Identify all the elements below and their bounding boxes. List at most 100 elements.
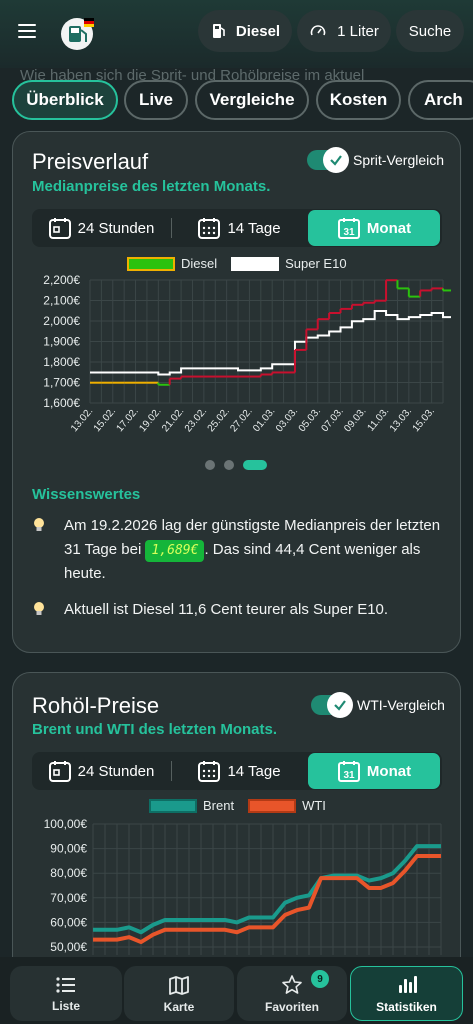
segment-month-label: Monat	[366, 219, 412, 237]
tab-archiv[interactable]: Arch	[408, 80, 473, 120]
segment-divider	[171, 761, 172, 781]
chart-pager-dots[interactable]	[205, 460, 276, 470]
svg-text:31: 31	[343, 770, 355, 781]
segment-month-label: Monat	[366, 762, 412, 780]
x-tick-label: 19.02.	[137, 406, 163, 434]
x-tick-label: 21.02.	[160, 406, 186, 434]
nav-liste[interactable]: Liste	[10, 966, 122, 1021]
wti-compare-label: WTI-Vergleich	[357, 697, 445, 713]
x-tick-label: 09.03.	[342, 406, 368, 434]
nav-karte-label: Karte	[163, 999, 195, 1014]
y-tick-label: 1,900€	[43, 335, 80, 349]
legend-label-e10: Super E10	[285, 256, 347, 271]
x-tick-label: 13.03.	[388, 406, 414, 434]
top-bar: Diesel 1 Liter Suche	[0, 0, 473, 68]
lightbulb-icon	[34, 518, 44, 531]
x-tick-label: 17.02.	[115, 406, 141, 434]
x-tick-label: 13.02.	[69, 406, 95, 434]
oil-chart-legend: Brent WTI	[149, 798, 326, 813]
fuel-compare-toggle[interactable]: Sprit-Vergleich	[307, 147, 445, 173]
legend-swatch-wti	[248, 798, 297, 813]
tab-ueberblick[interactable]: Überblick	[12, 80, 118, 120]
fuel-pump-icon	[212, 24, 225, 38]
segment-14d-label: 14 Tage	[227, 219, 281, 237]
calendar-grid-icon	[198, 761, 221, 782]
price-card-title: Preisverlauf	[32, 149, 149, 174]
oil-price-chart: 50,00€ 60,00€ 70,00€ 80,00€ 90,00€ 100,00€	[44, 817, 442, 955]
y-tick-label: 2,200€	[43, 273, 80, 287]
amount-selector-button[interactable]: 1 Liter	[297, 10, 391, 52]
price-history-chart: 1,600€ 1,700€ 1,800€ 1,900€ 2,000€ 2,100€ 2,20…	[43, 273, 451, 434]
pager-dot-active[interactable]	[243, 460, 267, 470]
y-tick-label: 2,000€	[43, 314, 80, 328]
favorites-count-badge: 9	[311, 970, 329, 988]
fact1-text-b: . Das sind 44,4 Cent weniger als heute.	[64, 541, 421, 582]
series-line-wti	[93, 853, 441, 945]
fact-cheapest-price: Am 19.2.2026 lag der günstigste Medianpr…	[32, 514, 442, 586]
segment-month[interactable]: 31 Monat	[308, 753, 440, 789]
x-tick-label: 11.03.	[366, 406, 392, 434]
star-icon	[282, 974, 302, 994]
calendar-month-icon: 31	[337, 761, 360, 782]
price-card-subtitle: Medianpreise des letzten Monats.	[32, 178, 271, 195]
x-tick-label: 05.03.	[297, 406, 323, 434]
legend-label-wti: WTI	[302, 798, 326, 813]
fuel-selector-button[interactable]: Diesel	[198, 10, 292, 52]
check-icon	[334, 700, 346, 711]
oil-card-title: Rohöl-Preise	[32, 693, 160, 718]
calendar-month-icon: 31	[337, 218, 360, 239]
segment-14d-label: 14 Tage	[227, 762, 281, 780]
legend-swatch-diesel	[127, 256, 175, 271]
y-tick-label: 1,800€	[43, 355, 80, 369]
tab-vergleiche[interactable]: Vergleiche	[195, 80, 309, 120]
app-logo	[61, 18, 94, 50]
check-icon	[330, 155, 342, 166]
legend-label-brent: Brent	[203, 798, 235, 813]
lightbulb-icon	[34, 602, 44, 615]
y-tick-label: 90,00€	[50, 842, 87, 856]
tab-kosten[interactable]: Kosten	[316, 80, 401, 120]
y-tick-label: 60,00€	[50, 915, 87, 929]
nav-favoriten[interactable]: Favoriten 9	[237, 966, 347, 1021]
toggle-track	[311, 692, 353, 718]
nav-liste-label: Liste	[51, 998, 80, 1013]
search-button[interactable]: Suche	[396, 10, 464, 52]
bottom-navigation: Liste Karte Favoriten 9 Statistiken	[0, 957, 473, 1024]
pager-dot[interactable]	[205, 460, 215, 470]
amount-label: 1 Liter	[337, 22, 379, 40]
fuel-label: Diesel	[235, 22, 281, 40]
search-label: Suche	[408, 22, 452, 40]
segment-month[interactable]: 31 Monat	[308, 210, 440, 246]
segment-24h-label: 24 Stunden	[77, 219, 155, 237]
x-tick-label: 23.02.	[183, 406, 209, 434]
price-chart-legend: Diesel Super E10	[127, 256, 347, 271]
y-tick-label: 80,00€	[50, 866, 87, 880]
tab-live[interactable]: Live	[124, 80, 188, 120]
fact1-text-a: Am 19.2.2026 lag der günstigste Medianpr…	[64, 517, 441, 558]
toggle-track	[307, 147, 349, 173]
x-tick-label: 27.02.	[228, 406, 254, 434]
nav-statistiken[interactable]: Statistiken	[350, 966, 463, 1021]
segment-24h[interactable]: 24 Stunden	[32, 209, 170, 247]
map-icon	[169, 975, 189, 995]
nav-karte[interactable]: Karte	[124, 966, 234, 1021]
menu-icon[interactable]	[18, 20, 44, 44]
y-tick-label: 70,00€	[50, 891, 87, 905]
x-tick-label: 01.03.	[251, 406, 277, 434]
segment-14d[interactable]: 14 Tage	[172, 752, 306, 790]
fuel-compare-label: Sprit-Vergleich	[353, 152, 445, 168]
oil-range-segments: 24 Stunden 14 Tage 31 Monat	[32, 752, 442, 790]
legend-label-diesel: Diesel	[181, 256, 218, 271]
gauge-icon	[310, 25, 326, 36]
wti-compare-toggle[interactable]: WTI-Vergleich	[311, 692, 445, 718]
oil-price-card: Rohöl-Preise Brent und WTI des letzten M…	[12, 672, 461, 1002]
segment-24h[interactable]: 24 Stunden	[32, 752, 170, 790]
knowledge-title: Wissenswertes	[32, 486, 141, 503]
segment-24h-label: 24 Stunden	[77, 762, 155, 780]
pager-dot[interactable]	[224, 460, 234, 470]
segment-14d[interactable]: 14 Tage	[172, 209, 306, 247]
segment-divider	[171, 218, 172, 238]
calendar-day-icon	[48, 761, 71, 782]
calendar-grid-icon	[198, 218, 221, 239]
y-tick-label: 1,700€	[43, 376, 80, 390]
